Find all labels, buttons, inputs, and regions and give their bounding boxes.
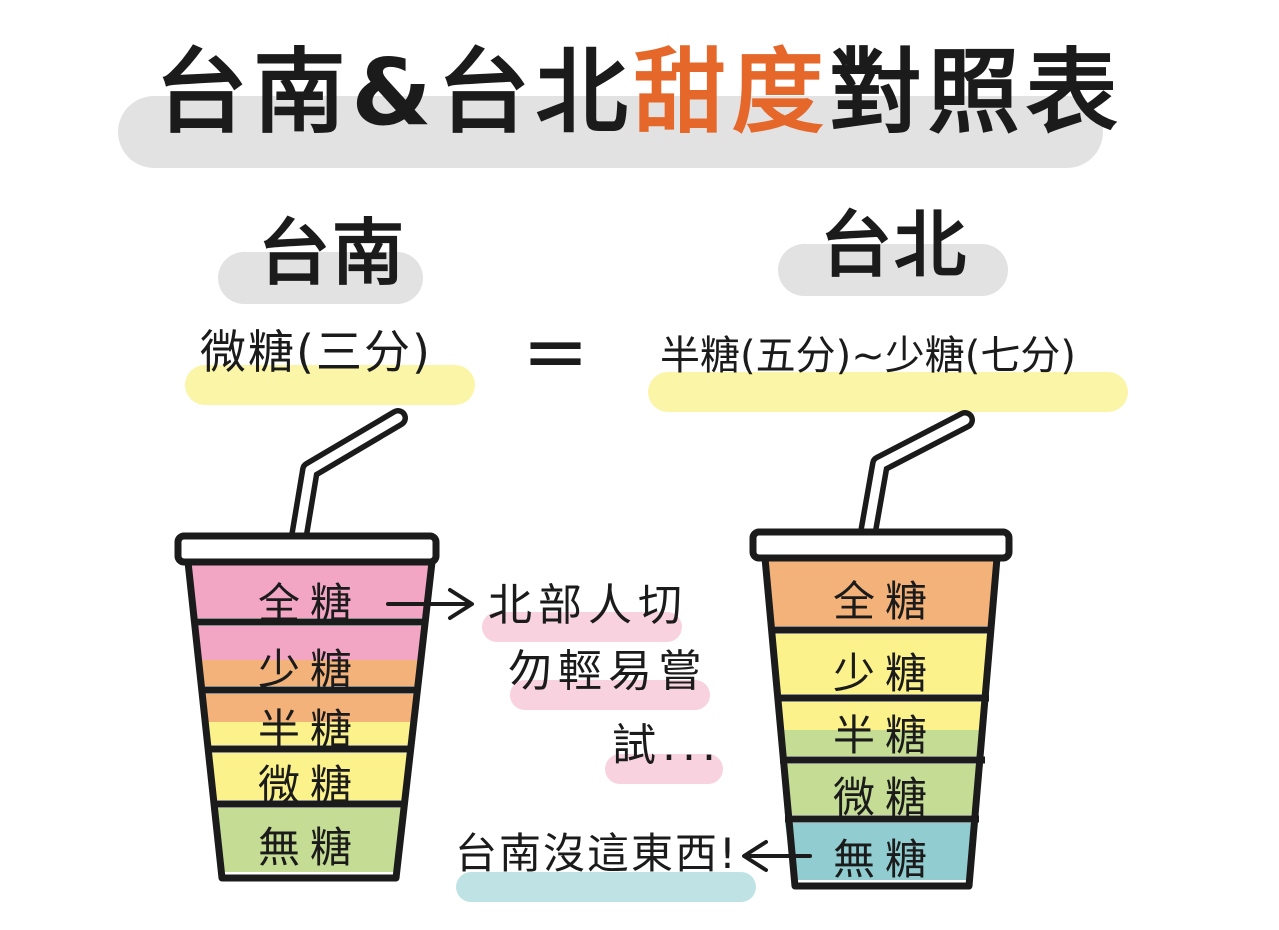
right-level-light: 微糖 bbox=[832, 773, 937, 822]
left-level-half: 半糖 bbox=[257, 705, 362, 754]
title-accent: 甜度 bbox=[633, 39, 830, 146]
note-line1-highlight bbox=[482, 612, 682, 642]
left-level-less: 少糖 bbox=[257, 645, 362, 694]
note-north-line3: 試... bbox=[612, 720, 722, 771]
left-heading: 台南 bbox=[258, 211, 407, 295]
right-heading: 台北 bbox=[820, 203, 969, 287]
page-title: 台南&台北甜度對照表 bbox=[0, 38, 1279, 148]
right-heading-highlight bbox=[778, 244, 1008, 296]
left-equiv-highlight bbox=[185, 365, 475, 405]
left-level-light: 微糖 bbox=[257, 761, 362, 810]
left-equivalence: 微糖(三分) bbox=[200, 325, 432, 379]
title-highlight bbox=[118, 96, 1103, 168]
left-cup-drawing bbox=[174, 408, 440, 882]
left-level-full: 全糖 bbox=[257, 579, 362, 628]
right-level-none: 無糖 bbox=[832, 835, 937, 884]
right-level-full: 全糖 bbox=[832, 577, 937, 626]
left-cup: 全糖 少糖 半糖 微糖 無糖 bbox=[160, 400, 460, 920]
right-equivalence: 半糖(五分)~少糖(七分) bbox=[660, 333, 1076, 379]
note-no-such-thing: 台南沒這東西! bbox=[455, 829, 738, 878]
note-line3-highlight bbox=[605, 754, 723, 784]
right-cup: 全糖 少糖 半糖 微糖 無糖 bbox=[735, 400, 1035, 920]
note-line2-highlight bbox=[510, 680, 710, 710]
title-part2: 對照表 bbox=[829, 39, 1124, 146]
note-bottom-highlight bbox=[456, 872, 756, 902]
left-level-none: 無糖 bbox=[257, 823, 362, 872]
left-heading-highlight bbox=[218, 252, 423, 304]
right-cup-drawing bbox=[749, 410, 1013, 890]
equals-sign: = bbox=[522, 305, 592, 398]
right-equiv-highlight bbox=[648, 372, 1128, 412]
note-north-line1: 北部人切 bbox=[488, 580, 688, 631]
title-part1: 台南&台北 bbox=[155, 39, 634, 146]
right-level-half: 半糖 bbox=[832, 711, 937, 760]
note-north-line2: 勿輕易嘗 bbox=[508, 646, 708, 697]
right-level-less: 少糖 bbox=[832, 649, 937, 698]
